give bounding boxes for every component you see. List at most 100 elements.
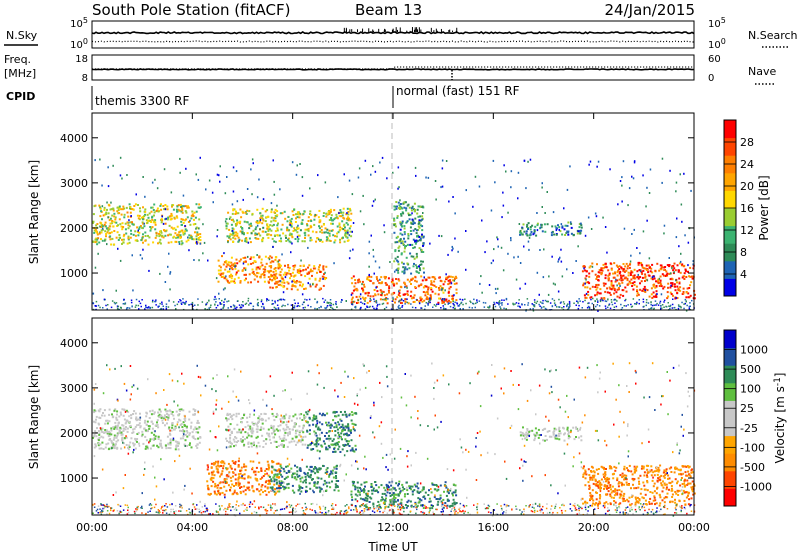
echo-cell <box>678 305 680 308</box>
echo-cell <box>257 272 260 275</box>
echo-cell <box>605 307 607 310</box>
echo-cell <box>439 297 442 300</box>
colorbar-tick-label: 28 <box>740 136 754 149</box>
echo-cell <box>114 408 117 411</box>
echo-cell <box>137 234 140 237</box>
echo-cell <box>116 428 119 431</box>
echo-cell <box>618 282 621 285</box>
echo-cell <box>562 301 565 303</box>
echo-cell <box>267 230 270 232</box>
echo-cell <box>598 271 601 274</box>
echo-cell <box>226 467 229 470</box>
echo-cell <box>266 223 269 226</box>
echo-cell <box>272 426 275 429</box>
echo-cell <box>93 446 96 449</box>
echo-cell <box>92 221 94 224</box>
echo-cell <box>234 444 237 447</box>
echo-cell <box>249 241 252 244</box>
echo-cell <box>260 273 263 276</box>
echo-cell <box>237 483 240 486</box>
echo-cell <box>111 237 114 240</box>
echo-cell <box>285 420 288 423</box>
echo-cell <box>234 468 237 471</box>
echo-cell <box>408 218 411 221</box>
echo-cell <box>255 226 258 229</box>
echo-cell <box>265 216 268 219</box>
echo-cell <box>219 475 221 478</box>
echo-cell <box>415 229 418 232</box>
echo-cell <box>220 272 223 275</box>
echo-cell <box>147 234 149 237</box>
echo-cell <box>363 491 365 494</box>
echo-cell <box>121 438 124 440</box>
echo-cell <box>192 223 195 226</box>
echo-cell <box>412 265 415 268</box>
echo-cell <box>236 423 239 426</box>
echo-cell <box>154 300 157 303</box>
echo-cell <box>630 271 633 274</box>
echo-cell <box>445 298 448 301</box>
echo-cell <box>335 213 338 216</box>
echo-cell <box>299 229 302 232</box>
echo-cell <box>210 485 213 488</box>
echo-cell <box>414 501 417 504</box>
echo-cell <box>241 230 244 233</box>
echo-cell <box>308 417 311 420</box>
echo-cell <box>169 433 172 436</box>
echo-cell <box>330 217 333 219</box>
echo-cell <box>432 505 434 507</box>
echo-cell <box>347 216 349 219</box>
echo-cell <box>331 469 334 472</box>
echo-cell <box>536 271 539 274</box>
echo-cell <box>315 423 318 426</box>
echo-cell <box>256 488 259 491</box>
echo-cell <box>684 234 686 237</box>
echo-cell <box>98 423 101 426</box>
echo-cell <box>278 472 281 475</box>
echo-cell <box>130 208 133 210</box>
echo-cell <box>553 302 556 304</box>
echo-cell <box>110 222 113 225</box>
echo-cell <box>415 264 417 267</box>
echo-cell <box>153 203 156 206</box>
echo-cell <box>326 448 329 451</box>
echo-cell <box>554 304 557 306</box>
echo-cell <box>352 428 355 431</box>
echo-cell <box>271 486 274 489</box>
echo-cell <box>370 497 373 500</box>
echo-cell <box>633 284 636 286</box>
echo-cell <box>111 300 114 302</box>
echo-cell <box>405 506 408 509</box>
echo-cell <box>412 247 415 249</box>
echo-cell <box>569 165 571 168</box>
echo-cell <box>349 249 352 252</box>
echo-cell <box>267 417 270 420</box>
echo-cell <box>256 233 259 236</box>
echo-cell <box>248 227 251 230</box>
echo-cell <box>449 286 452 288</box>
echo-cell <box>273 234 276 237</box>
echo-cell <box>230 264 233 267</box>
echo-cell <box>134 230 137 233</box>
echo-cell <box>594 286 597 288</box>
echo-cell <box>431 284 434 286</box>
echo-cell <box>472 303 475 305</box>
echo-cell <box>141 236 144 239</box>
echo-cell <box>584 269 587 272</box>
echo-cell <box>251 486 254 489</box>
echo-cell <box>316 481 319 484</box>
echo-cell <box>394 205 397 208</box>
echo-cell <box>113 215 116 218</box>
noise-tick-right-low: 100 <box>708 37 726 51</box>
echo-cell <box>228 270 231 273</box>
echo-cell <box>262 218 265 221</box>
echo-cell <box>686 304 688 307</box>
echo-cell <box>310 239 313 242</box>
echo-cell <box>210 466 213 469</box>
echo-cell <box>123 298 125 301</box>
echo-cell <box>638 299 640 301</box>
echo-cell <box>196 422 199 424</box>
echo-cell <box>400 253 403 256</box>
echo-cell <box>689 294 692 297</box>
echo-cell <box>532 303 534 306</box>
